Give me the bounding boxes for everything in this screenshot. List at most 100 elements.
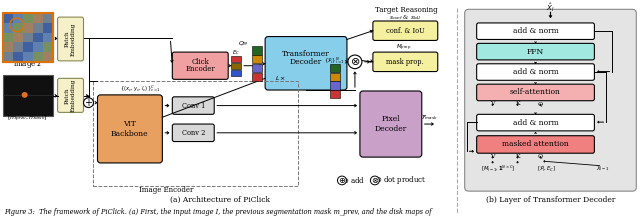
Bar <box>330 72 340 81</box>
Text: V: V <box>490 154 495 159</box>
Bar <box>330 64 340 72</box>
Text: add & norm: add & norm <box>513 119 559 127</box>
Bar <box>3 13 52 62</box>
Text: $Q_M$: $Q_M$ <box>237 39 248 48</box>
Text: conf. & IoU: conf. & IoU <box>385 27 424 35</box>
Text: (b) Layer of Transformer Decoder: (b) Layer of Transformer Decoder <box>486 196 615 204</box>
Text: Encoder: Encoder <box>186 65 215 73</box>
Bar <box>22 42 33 52</box>
Bar <box>3 75 52 116</box>
Bar <box>22 52 33 62</box>
Bar <box>231 56 241 62</box>
Text: Click: Click <box>191 58 209 66</box>
FancyBboxPatch shape <box>172 97 214 114</box>
FancyBboxPatch shape <box>477 84 595 101</box>
Bar <box>22 13 33 23</box>
FancyBboxPatch shape <box>172 124 214 142</box>
Text: $+$: $+$ <box>84 97 93 108</box>
Text: $\otimes$ dot product: $\otimes$ dot product <box>375 174 426 187</box>
Text: $X_{l-1}$: $X_{l-1}$ <box>596 164 609 173</box>
Bar <box>3 52 13 62</box>
Bar <box>43 23 52 33</box>
Text: $L\times$: $L\times$ <box>275 74 286 82</box>
Bar <box>43 52 52 62</box>
Text: add & norm: add & norm <box>513 68 559 76</box>
Bar <box>3 42 13 52</box>
Text: $M_{prop}$: $M_{prop}$ <box>396 43 412 53</box>
Text: $\mathcal{F}_{mask}$: $\mathcal{F}_{mask}$ <box>421 113 438 122</box>
Text: Conv 2: Conv 2 <box>182 129 205 137</box>
FancyBboxPatch shape <box>360 91 422 157</box>
Text: $\otimes$: $\otimes$ <box>350 56 360 67</box>
Circle shape <box>22 92 28 98</box>
FancyBboxPatch shape <box>373 21 438 40</box>
Text: Figure 3:  The framework of PiClick. (a) First, the input image I, the previous : Figure 3: The framework of PiClick. (a) … <box>4 208 431 216</box>
FancyBboxPatch shape <box>477 114 595 131</box>
Text: Decoder: Decoder <box>290 58 322 66</box>
FancyBboxPatch shape <box>97 95 163 163</box>
Text: image $\mathcal{I}$: image $\mathcal{I}$ <box>13 59 43 70</box>
Text: FFN: FFN <box>527 48 544 56</box>
Text: add & norm: add & norm <box>513 27 559 35</box>
Bar <box>3 13 13 23</box>
Text: $E_{C}$: $E_{C}$ <box>232 48 240 57</box>
FancyBboxPatch shape <box>477 43 595 60</box>
Bar <box>33 23 43 33</box>
Bar <box>43 13 52 23</box>
Text: Target Reasoning: Target Reasoning <box>374 6 437 14</box>
FancyBboxPatch shape <box>172 52 228 79</box>
Bar <box>93 81 298 186</box>
Bar <box>33 52 43 62</box>
Text: Transformer: Transformer <box>282 50 330 58</box>
Bar <box>13 42 22 52</box>
Text: Pixel
Decoder: Pixel Decoder <box>375 115 407 133</box>
Bar <box>330 90 340 98</box>
Bar <box>252 46 262 55</box>
Bar <box>33 33 43 42</box>
Bar <box>3 23 13 33</box>
Text: $s_{conf}$ & $s_{IoU}$: $s_{conf}$ & $s_{IoU}$ <box>390 13 422 22</box>
Text: $\hat{X}_l$: $\hat{X}_l$ <box>547 1 555 14</box>
Bar <box>252 55 262 63</box>
Text: $\{\mathcal{F}_i\}_{i=1}^N$: $\{\mathcal{F}_i\}_{i=1}^N$ <box>324 55 346 66</box>
Bar <box>22 33 33 42</box>
Text: K: K <box>515 101 520 106</box>
Bar <box>252 64 262 72</box>
Text: (a) Architecture of PiClick: (a) Architecture of PiClick <box>170 196 270 204</box>
Bar <box>13 13 22 23</box>
Text: mask prop.: mask prop. <box>386 58 424 66</box>
Text: $\oplus$: $\oplus$ <box>338 176 346 185</box>
Text: Q: Q <box>538 154 543 159</box>
FancyBboxPatch shape <box>373 52 438 72</box>
Text: Conv 1: Conv 1 <box>182 102 205 110</box>
Text: $[M_{l-1}, \mathbf{1}^{N \times C}]$: $[M_{l-1}, \mathbf{1}^{N \times C}]$ <box>481 164 515 174</box>
Bar <box>43 33 52 42</box>
Text: ViT
Backbone: ViT Backbone <box>111 120 148 137</box>
Text: masked attention: masked attention <box>502 141 569 149</box>
Text: $\otimes$: $\otimes$ <box>371 176 379 185</box>
Text: $\{(x_c,y_c,l_c)\}_{c=1}^C$: $\{(x_c,y_c,l_c)\}_{c=1}^C$ <box>120 84 161 94</box>
Bar <box>22 23 33 33</box>
Circle shape <box>348 55 362 69</box>
Text: self-attention: self-attention <box>510 88 561 96</box>
Circle shape <box>83 98 93 108</box>
FancyBboxPatch shape <box>477 64 595 80</box>
Bar <box>231 70 241 76</box>
Bar <box>33 42 43 52</box>
FancyBboxPatch shape <box>58 17 83 61</box>
Circle shape <box>371 176 380 185</box>
Circle shape <box>337 176 346 185</box>
Bar <box>43 42 52 52</box>
FancyBboxPatch shape <box>477 23 595 40</box>
FancyBboxPatch shape <box>265 36 347 90</box>
FancyBboxPatch shape <box>465 9 636 191</box>
Text: Patch
Embedding: Patch Embedding <box>65 22 76 56</box>
Text: Q: Q <box>538 101 543 106</box>
Bar <box>3 13 52 62</box>
FancyBboxPatch shape <box>477 136 595 153</box>
Bar <box>13 23 22 33</box>
Text: Image Encoder: Image Encoder <box>139 186 193 194</box>
Text: $\oplus$ add: $\oplus$ add <box>342 175 365 185</box>
Text: Patch
Embedding: Patch Embedding <box>65 79 76 112</box>
Text: $[m_{prev}, m_{disk}]$: $[m_{prev}, m_{disk}]$ <box>7 114 48 124</box>
